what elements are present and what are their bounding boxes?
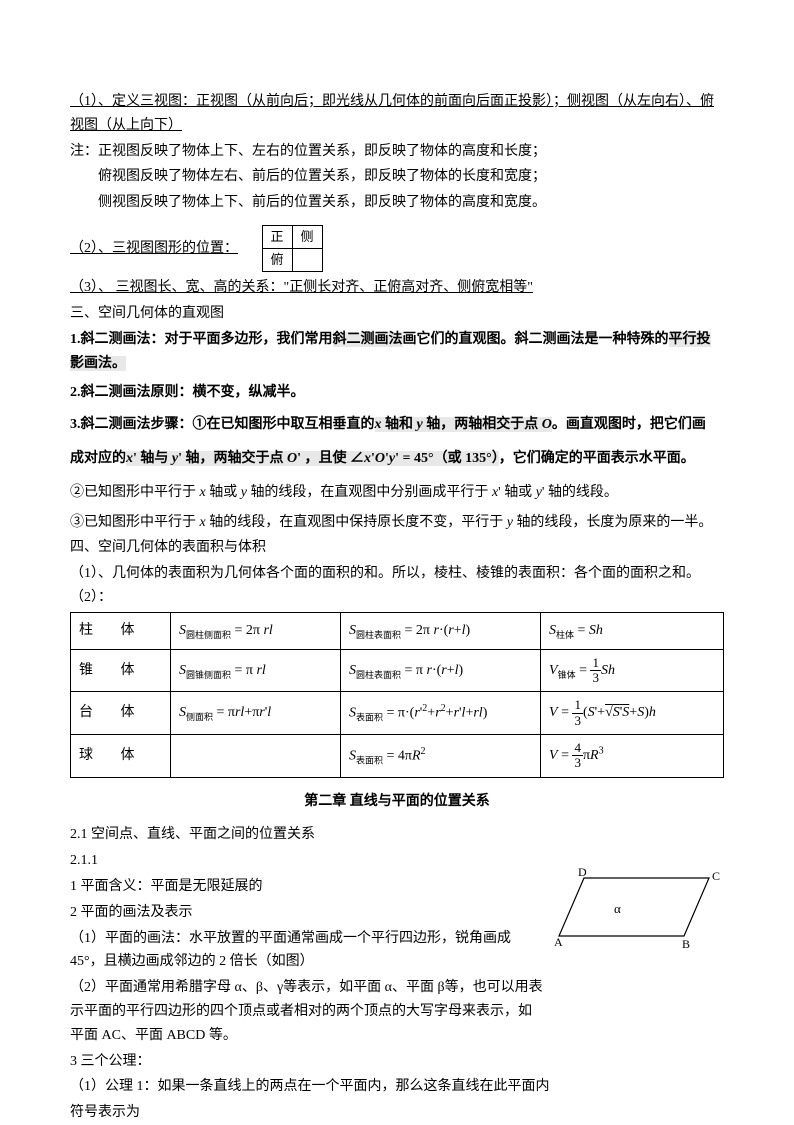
chapter2-title: 第二章 直线与平面的位置关系 bbox=[70, 790, 724, 814]
row1-c3: S圆柱表面积 = 2π r·(r+l) bbox=[341, 612, 541, 649]
label-B: B bbox=[682, 937, 690, 951]
row2-c4: V锥体 = 13Sh bbox=[541, 649, 724, 692]
note-2: 俯视图反映了物体左右、前后的位置关系，即反映了物体的长度和宽度； bbox=[70, 165, 724, 189]
h3: 三、空间几何体的直观图 bbox=[70, 302, 724, 326]
p7: 成对应的x' 轴与 y' 轴，两轴交于点 O' ，且使 ∠x'O'y' = 45… bbox=[70, 447, 724, 471]
p6: 3.斜二测画法步骤：①在已知图形中取互相垂直的x 轴和 y 轴，两轴相交于点 O… bbox=[70, 413, 724, 437]
row4-c3: S表面积 = 4πR2 bbox=[341, 735, 541, 778]
cell-front: 正 bbox=[262, 225, 292, 248]
p9: ③已知图形中平行于 x 轴的线段，在直观图中保持原长度不变，平行于 y 轴的线段… bbox=[70, 511, 724, 535]
cell-side: 侧 bbox=[292, 225, 322, 248]
row2-c2: S圆锥侧面积 = π rl bbox=[171, 649, 341, 692]
label-alpha: α bbox=[614, 901, 621, 916]
row4-c1: 球 体 bbox=[71, 735, 171, 778]
row2-c3: S圆柱表面积 = π r·(r+l) bbox=[341, 649, 541, 692]
row2-c1: 锥 体 bbox=[71, 649, 171, 692]
row3-c1: 台 体 bbox=[71, 692, 171, 735]
label-C: C bbox=[712, 869, 720, 883]
row4-c2 bbox=[171, 735, 341, 778]
c2-s7: 3 三个公理： bbox=[70, 1050, 724, 1074]
row1-c2: S圆柱侧面积 = 2π rl bbox=[171, 612, 341, 649]
c2-s5: （1）平面的画法：水平放置的平面通常画成一个平行四边形，锐角画成 45°，且横边… bbox=[70, 927, 544, 975]
p4: 1.斜二测画法：对于平面多边形，我们常用斜二测画法画它们的直观图。斜二测画法是一… bbox=[70, 328, 724, 376]
row1-c4: S柱体 = Sh bbox=[541, 612, 724, 649]
c2-s4: 2 平面的画法及表示 bbox=[70, 901, 544, 925]
p2-text: （2）、三视图图形的位置： bbox=[70, 241, 238, 256]
p8: ②已知图形中平行于 x 轴或 y 轴的线段，在直观图中分别画成平行于 x' 轴或… bbox=[70, 481, 724, 505]
row3-c2: S侧面积 = πrl+πr'l bbox=[171, 692, 341, 735]
position-table: 正侧 俯 bbox=[262, 225, 323, 272]
c2-s2: 2.1.1 bbox=[70, 849, 544, 873]
row1-c1: 柱 体 bbox=[71, 612, 171, 649]
row3-c3: S表面积 = π·(r'2+r2+r'l+rl) bbox=[341, 692, 541, 735]
c2-s6: （2）平面通常用希腊字母 α、β、γ等表示，如平面 α、平面 β等，也可以用表示… bbox=[70, 976, 544, 1047]
p10: （1）、几何体的表面积为几何体各个面的面积的和。所以，棱柱、棱锥的表面积：各个面… bbox=[70, 562, 724, 610]
cell-empty bbox=[292, 249, 322, 272]
row3-c4: V = 13(S'+√S'S+S)h bbox=[541, 692, 724, 735]
note-3: 侧视图反映了物体上下、前后的位置关系，即反映了物体的高度和宽度。 bbox=[70, 191, 724, 215]
c2-s8: （1）公理 1：如果一条直线上的两点在一个平面内，那么这条直线在此平面内 bbox=[70, 1075, 724, 1099]
p3: （3）、 三视图长、宽、高的关系："正侧长对齐、正俯高对齐、侧俯宽相等" bbox=[70, 280, 533, 295]
p5: 2.斜二测画法原则：横不变，纵减半。 bbox=[70, 381, 724, 405]
note-1: 注：正视图反映了物体上下、左右的位置关系，即反映了物体的高度和长度； bbox=[70, 140, 724, 164]
c2-s9: 符号表示为 bbox=[70, 1101, 724, 1125]
formula-table: 柱 体 S圆柱侧面积 = 2π rl S圆柱表面积 = 2π r·(r+l) S… bbox=[70, 612, 724, 778]
c2-s1: 2.1 空间点、直线、平面之间的位置关系 bbox=[70, 823, 544, 847]
c2-s3: 1 平面含义：平面是无限延展的 bbox=[70, 875, 544, 899]
def-three-views: （1）、定义三视图：正视图（从前向后；即光线从几何体的前面向后面正投影）；侧视图… bbox=[70, 94, 714, 133]
parallelogram-diagram: D C A B α bbox=[554, 868, 719, 963]
h4: 四、空间几何体的表面积与体积 bbox=[70, 536, 724, 560]
label-A: A bbox=[554, 935, 563, 949]
row4-c4: V = 43πR3 bbox=[541, 735, 724, 778]
p2-row: （2）、三视图图形的位置： 正侧 俯 bbox=[70, 225, 724, 272]
cell-top: 俯 bbox=[262, 249, 292, 272]
label-D: D bbox=[578, 865, 587, 879]
